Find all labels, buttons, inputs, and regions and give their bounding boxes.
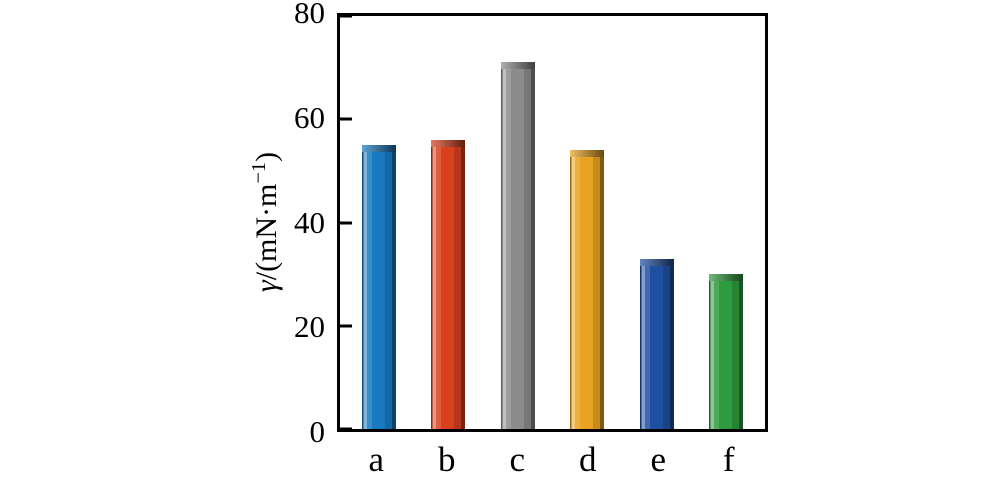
bars xyxy=(340,16,765,429)
y-axis-label-exponent: −1 xyxy=(248,161,270,184)
bar-f xyxy=(709,274,744,429)
y-tick-20 xyxy=(340,324,352,328)
x-label-d: d xyxy=(579,440,597,479)
bar-c xyxy=(500,62,535,429)
bar-a xyxy=(361,145,396,429)
x-label-b: b xyxy=(438,440,456,479)
bar-slot-e xyxy=(622,16,692,429)
bar-d xyxy=(570,150,605,429)
bar-slot-a xyxy=(344,16,414,429)
y-tick-label-80: 80 xyxy=(294,0,325,30)
bar-top-bevel xyxy=(500,62,535,70)
y-tick-0 xyxy=(340,427,352,431)
y-tick-label-0: 0 xyxy=(309,414,326,449)
bar-top-bevel xyxy=(639,258,674,266)
y-tick-60 xyxy=(340,117,352,121)
y-tick-40 xyxy=(340,221,352,224)
y-axis-label-close: ) xyxy=(250,151,283,162)
y-tick-label-20: 20 xyxy=(294,309,325,345)
y-tick-label-60: 60 xyxy=(294,99,325,135)
bar-b xyxy=(431,139,466,429)
bar-top-bevel xyxy=(361,145,396,153)
bar-slot-c xyxy=(483,16,553,429)
x-label-e: e xyxy=(650,440,667,479)
bar-e xyxy=(639,258,674,429)
x-label-c: c xyxy=(509,440,526,479)
y-axis-label-symbol: γ xyxy=(250,280,283,293)
y-tick-80 xyxy=(340,14,352,18)
bar-slot-b xyxy=(414,16,484,429)
x-axis-labels: a b c d e f xyxy=(337,438,768,484)
bar-top-bevel xyxy=(570,150,605,158)
x-label-f: f xyxy=(722,440,735,479)
plot-inner xyxy=(340,14,765,431)
bar-slot-f xyxy=(692,16,762,429)
y-tick-label-40: 40 xyxy=(294,204,325,240)
bar-slot-d xyxy=(553,16,623,429)
bar-top-bevel xyxy=(709,274,744,282)
plot-area xyxy=(337,13,768,432)
bar-top-bevel xyxy=(431,139,466,147)
x-label-a: a xyxy=(368,440,385,479)
